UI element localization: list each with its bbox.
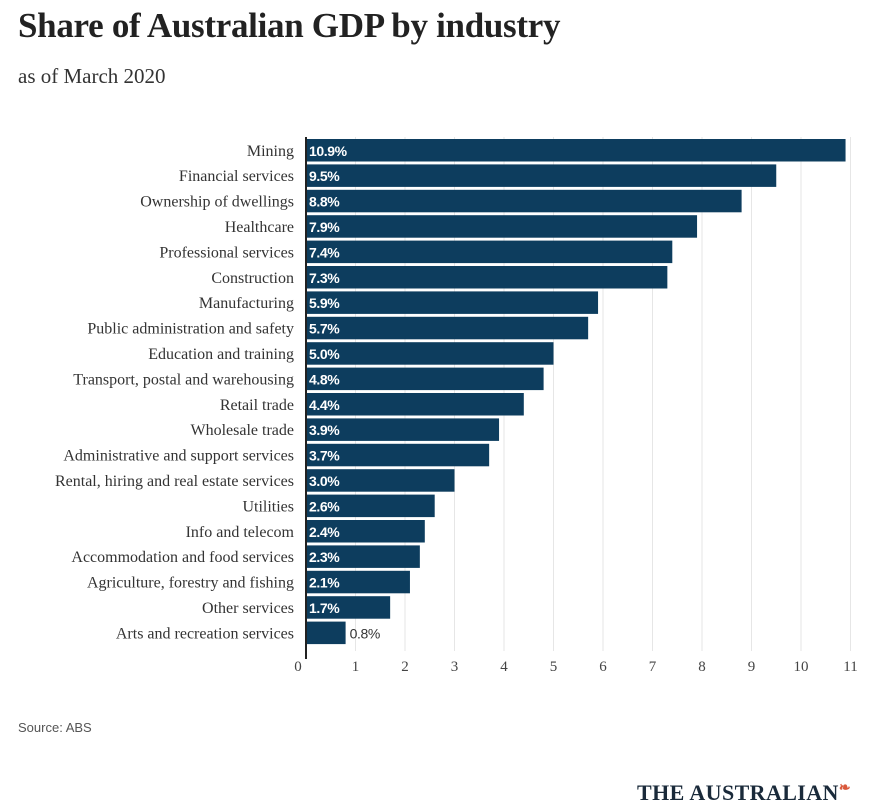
category-label: Arts and recreation services xyxy=(116,625,294,642)
category-label: Wholesale trade xyxy=(191,422,295,439)
x-tick-label: 11 xyxy=(843,659,857,675)
bar xyxy=(306,342,554,365)
data-label: 2.1% xyxy=(309,575,340,591)
data-label: 3.0% xyxy=(309,473,340,489)
data-label: 5.7% xyxy=(309,321,340,337)
bar xyxy=(306,545,420,568)
logo-text: THE AUSTRALIAN xyxy=(637,780,839,805)
data-label: 7.9% xyxy=(309,219,340,235)
x-tick-label: 3 xyxy=(451,659,459,675)
category-label: Ownership of dwellings xyxy=(140,194,294,211)
category-label: Mining xyxy=(247,143,294,160)
source-note: Source: ABS xyxy=(18,720,92,735)
data-label: 3.7% xyxy=(309,448,340,464)
data-label: 5.9% xyxy=(309,295,340,311)
bar-chart: Mining 10.9% Financial services 9.5% Ownersh… xyxy=(55,137,858,675)
bar xyxy=(306,418,500,441)
data-label: 0.8% xyxy=(350,625,380,641)
bar xyxy=(306,189,742,213)
x-tick-label: 8 xyxy=(698,659,706,675)
data-label: 7.3% xyxy=(309,270,340,286)
category-label: Utilities xyxy=(242,498,294,515)
data-label: 9.5% xyxy=(309,168,340,184)
x-tick-label: 1 xyxy=(352,659,360,675)
category-label: Info and telecom xyxy=(186,524,295,541)
x-tick-label: 10 xyxy=(794,659,809,675)
data-label: 4.4% xyxy=(309,397,340,413)
logo-mark-icon: ❧ xyxy=(838,781,851,796)
bar xyxy=(306,215,698,238)
x-tick-label: 5 xyxy=(550,659,558,675)
chart-subtitle: as of March 2020 xyxy=(18,64,166,88)
bar xyxy=(306,164,777,187)
x-tick-label: 4 xyxy=(500,659,508,675)
category-label: Professional services xyxy=(159,244,294,261)
x-tick-label: 6 xyxy=(599,659,607,675)
bar xyxy=(306,494,435,518)
category-label: Administrative and support services xyxy=(63,448,294,465)
data-label: 4.8% xyxy=(309,371,340,387)
bar xyxy=(306,316,589,340)
category-label: Financial services xyxy=(179,168,294,185)
data-label: 8.8% xyxy=(309,194,340,210)
category-label: Manufacturing xyxy=(199,295,294,312)
bar xyxy=(306,393,524,416)
data-label: 7.4% xyxy=(309,244,340,260)
publisher-logo: THE AUSTRALIAN❧ xyxy=(637,780,851,806)
category-label: Public administration and safety xyxy=(87,321,294,338)
category-label: Transport, postal and warehousing xyxy=(73,371,294,388)
bar xyxy=(306,139,846,162)
data-label: 3.9% xyxy=(309,422,340,438)
x-tick-label: 0 xyxy=(294,659,302,675)
category-label: Retail trade xyxy=(220,397,294,414)
category-label: Education and training xyxy=(148,346,294,363)
bar xyxy=(306,291,599,314)
chart-title: Share of Australian GDP by industry xyxy=(18,6,561,45)
data-label: 10.9% xyxy=(309,143,348,159)
category-label: Agriculture, forestry and fishing xyxy=(87,575,294,592)
category-label: Other services xyxy=(202,600,294,617)
data-label: 2.3% xyxy=(309,549,340,565)
data-label: 1.7% xyxy=(309,600,340,616)
bar xyxy=(306,570,410,594)
x-tick-label: 2 xyxy=(401,659,409,675)
data-label: 5.0% xyxy=(309,346,340,362)
x-tick-label: 9 xyxy=(748,659,756,675)
bar xyxy=(306,520,425,543)
data-label: 2.6% xyxy=(309,498,340,514)
x-tick-label: 7 xyxy=(649,659,657,675)
category-label: Healthcare xyxy=(225,219,294,236)
bar xyxy=(306,240,673,264)
bar xyxy=(306,621,346,645)
category-label: Construction xyxy=(211,270,294,287)
bar xyxy=(306,266,668,289)
data-label: 2.4% xyxy=(309,524,340,540)
bar xyxy=(306,443,490,467)
category-label: Rental, hiring and real estate services xyxy=(55,473,294,490)
bar xyxy=(306,367,544,391)
bar xyxy=(306,469,455,492)
bar xyxy=(306,596,391,619)
category-label: Accommodation and food services xyxy=(71,549,294,566)
